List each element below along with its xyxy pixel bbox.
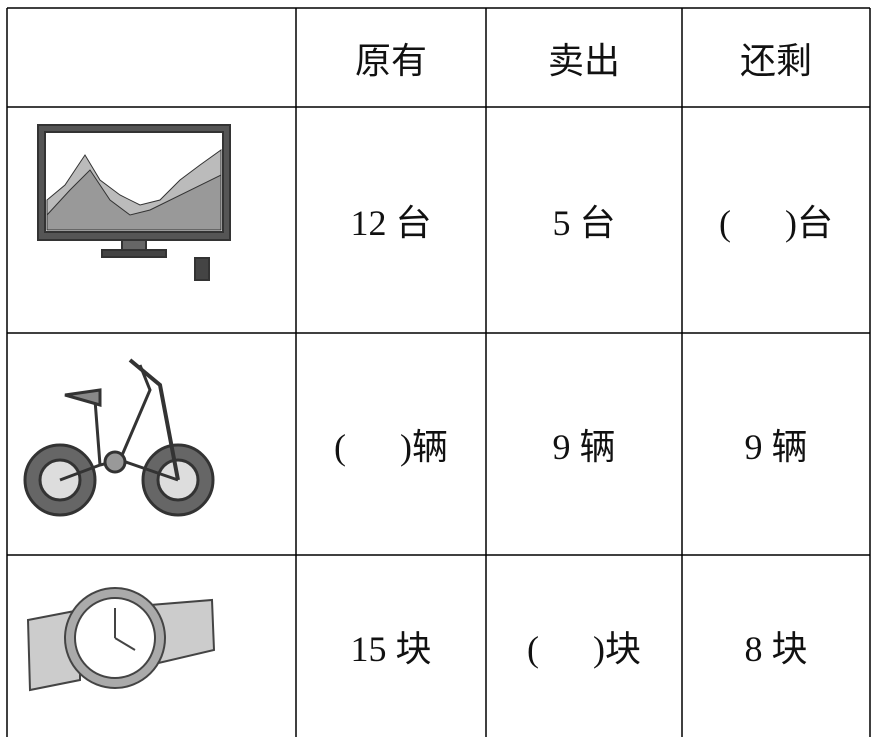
table-cell: ( )块 [527, 629, 641, 669]
table-cell: 8 块 [744, 629, 808, 669]
monitor-icon [37, 124, 231, 281]
table-cell: ( )辆 [334, 427, 448, 467]
header-cell: 还剩 [739, 40, 812, 81]
bicycle-icon [23, 358, 215, 517]
table-cell: 9 辆 [744, 427, 808, 467]
table-cell: 15 块 [350, 629, 432, 669]
table-cell: ( )台 [719, 203, 833, 243]
watch-icon [26, 587, 216, 692]
header-cell: 卖出 [547, 40, 620, 81]
table-cell: 12 台 [350, 203, 432, 243]
header-cell: 原有 [354, 40, 427, 81]
table-cell: 9 辆 [552, 427, 616, 467]
table-cell: 5 台 [552, 203, 616, 243]
